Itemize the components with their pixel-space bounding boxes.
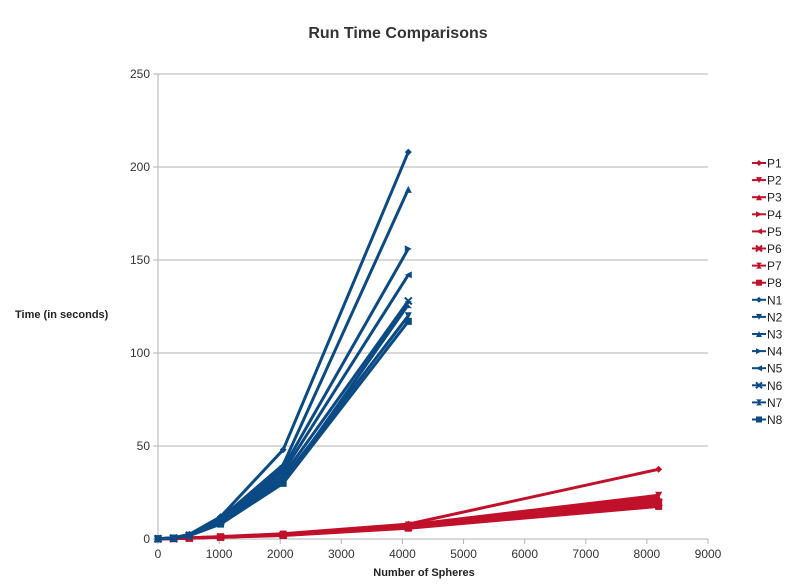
legend-label: P3 [767, 191, 782, 205]
legend-item-n2: N2 [752, 310, 783, 324]
legend-item-p7: P7 [752, 259, 782, 273]
legend-item-n4: N4 [752, 345, 783, 359]
legend: P1 P2 P3 P4 P5 P6 P7 P8 N1 N2 N3 N4 N5 N6 N7 N8 [752, 157, 783, 427]
legend-label: N8 [767, 413, 783, 427]
data-point-n5 [404, 271, 412, 279]
legend-marker [756, 296, 762, 303]
legend-marker [756, 279, 762, 286]
data-point-n8 [404, 317, 412, 325]
legend-item-n7: N7 [752, 396, 783, 410]
x-tick-label: 2000 [267, 547, 294, 561]
legend-item-p4: P4 [752, 208, 782, 222]
data-point-n2 [404, 312, 412, 320]
legend-label: P4 [767, 208, 782, 222]
data-point-p8 [655, 502, 663, 510]
legend-marker [756, 399, 762, 406]
data-point-n8 [154, 535, 162, 543]
legend-label: N4 [767, 345, 783, 359]
y-tick-label: 250 [130, 67, 150, 81]
y-tick-labels: 0 50 100 150 200 250 [130, 67, 158, 546]
legend-marker [755, 244, 763, 253]
legend-item-n6: N6 [752, 379, 783, 393]
data-point-n8 [170, 534, 178, 542]
legend-item-p3: P3 [752, 191, 782, 205]
x-tick-label: 3000 [328, 547, 355, 561]
y-tick-label: 50 [137, 439, 151, 453]
legend-label: N2 [767, 310, 783, 324]
legend-label: N3 [767, 328, 783, 342]
x-tick-label: 5000 [450, 547, 477, 561]
legend-marker [755, 381, 763, 390]
data-point-n3 [404, 185, 412, 193]
data-point-p8 [279, 531, 287, 539]
legend-item-n3: N3 [752, 328, 783, 342]
legend-label: P8 [767, 276, 782, 290]
legend-marker [756, 365, 762, 372]
legend-label: P1 [767, 157, 782, 171]
series-markers [153, 148, 663, 544]
legend-item-p8: P8 [752, 276, 782, 290]
data-point-n8 [217, 520, 225, 528]
legend-marker [756, 262, 762, 269]
legend-item-p2: P2 [752, 174, 782, 188]
x-tick-label: 6000 [511, 547, 538, 561]
legend-item-p6: P6 [752, 242, 782, 256]
legend-marker [756, 348, 762, 355]
x-tick-label: 8000 [634, 547, 661, 561]
x-tick-labels: 0 1000 2000 3000 4000 5000 6000 7000 8000 9000 [155, 539, 722, 561]
x-axis-label: Number of Spheres [373, 567, 474, 579]
axes [157, 74, 708, 540]
y-tick-label: 0 [143, 532, 150, 546]
legend-marker [756, 194, 762, 201]
chart-title: Run Time Comparisons [308, 25, 487, 42]
y-tick-label: 200 [130, 160, 150, 174]
x-tick-label: 0 [155, 547, 162, 561]
data-point-n6 [404, 296, 413, 306]
legend-item-p5: P5 [752, 225, 782, 239]
legend-marker [756, 313, 762, 320]
legend-label: N7 [767, 396, 783, 410]
x-tick-label: 7000 [572, 547, 599, 561]
legend-marker [756, 211, 762, 218]
legend-label: N1 [767, 293, 783, 307]
x-tick-label: 4000 [389, 547, 416, 561]
legend-marker [756, 228, 762, 235]
x-tick-label: 1000 [206, 547, 233, 561]
legend-label: P6 [767, 242, 782, 256]
legend-item-n5: N5 [752, 362, 783, 376]
data-point-n1 [279, 446, 287, 454]
legend-label: N6 [767, 379, 783, 393]
y-tick-label: 150 [130, 253, 150, 267]
data-point-n1 [404, 148, 412, 156]
x-tick-label: 9000 [695, 547, 722, 561]
data-point-p8 [404, 524, 412, 532]
legend-marker [756, 331, 762, 337]
data-point-n8 [185, 532, 193, 540]
y-tick-label: 100 [130, 346, 150, 360]
legend-item-p1: P1 [752, 157, 782, 171]
data-point-p1 [655, 465, 663, 473]
legend-label: P5 [767, 225, 782, 239]
legend-label: N5 [767, 362, 783, 376]
data-point-n4 [404, 245, 412, 253]
grid-lines [158, 73, 708, 447]
legend-label: P7 [767, 259, 782, 273]
legend-label: P2 [767, 174, 782, 188]
data-point-p8 [217, 533, 225, 541]
data-point-n4 [279, 464, 287, 472]
legend-item-n1: N1 [752, 293, 783, 307]
legend-marker [756, 160, 762, 166]
legend-item-n8: N8 [752, 413, 783, 427]
data-point-n8 [279, 479, 287, 487]
y-axis-label: Time (in seconds) [15, 309, 109, 321]
legend-marker [756, 416, 762, 423]
legend-marker [756, 177, 762, 184]
data-point-n6 [278, 471, 288, 480]
data-point-n7 [404, 301, 412, 309]
